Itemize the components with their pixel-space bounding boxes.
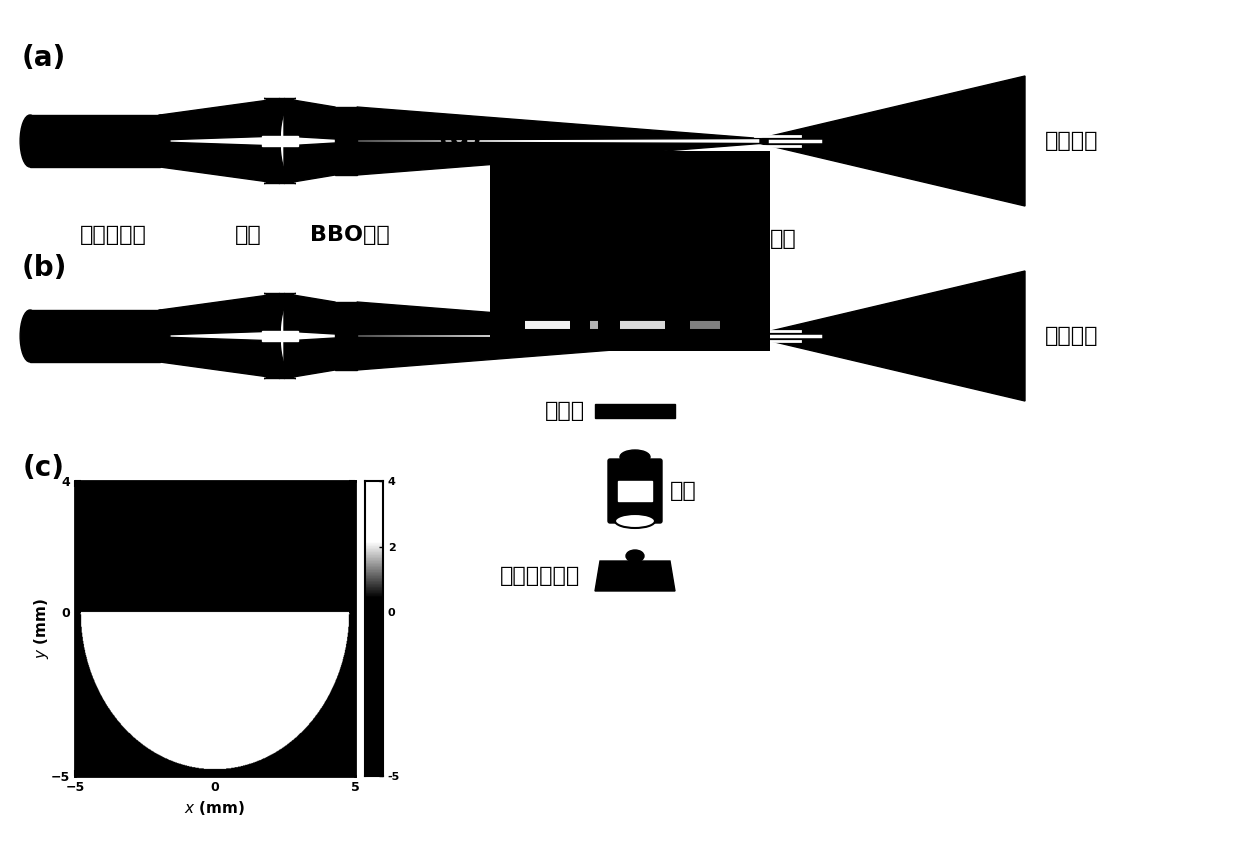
Bar [618,481,652,501]
FancyBboxPatch shape [608,459,662,523]
Text: BBO晶体: BBO晶体 [310,225,389,245]
Text: 半圆相位板: 半圆相位板 [81,225,146,245]
Polygon shape [357,337,760,370]
Polygon shape [284,338,335,378]
Y-axis label: $y$ (mm): $y$ (mm) [32,598,51,659]
Ellipse shape [20,310,40,362]
Ellipse shape [150,115,170,167]
Bar [335,107,357,175]
Polygon shape [264,294,296,378]
Bar [335,302,357,370]
Bar [595,404,675,418]
Ellipse shape [20,115,40,167]
Polygon shape [284,294,335,334]
Text: 太赫兹波: 太赫兹波 [1045,326,1099,346]
Polygon shape [760,76,1025,206]
X-axis label: $x$ (mm): $x$ (mm) [185,800,246,817]
Ellipse shape [626,550,644,562]
Ellipse shape [615,514,655,528]
Text: (b): (b) [22,254,67,282]
Ellipse shape [150,310,170,362]
Text: 滤波器: 滤波器 [544,401,585,421]
Polygon shape [357,107,760,140]
Polygon shape [264,98,296,183]
Polygon shape [160,294,280,335]
Text: 物镜: 物镜 [670,481,697,501]
Text: 电荷耦合元件: 电荷耦合元件 [500,566,580,586]
Polygon shape [595,561,675,591]
Text: 细丝: 细丝 [770,229,797,248]
Bar [262,331,298,341]
Text: (d): (d) [438,124,484,152]
Text: (a): (a) [22,44,66,72]
Text: 太赫兹波: 太赫兹波 [1045,131,1099,151]
Polygon shape [160,142,280,183]
Polygon shape [760,271,1025,401]
Text: 透镜: 透镜 [236,225,262,245]
Polygon shape [160,337,280,378]
Bar [262,136,298,146]
Bar [30,310,160,362]
Polygon shape [357,302,760,335]
Polygon shape [160,98,280,140]
Bar [30,115,160,167]
Polygon shape [357,142,760,175]
Polygon shape [284,143,335,183]
Polygon shape [284,98,335,139]
Text: (c): (c) [24,454,64,482]
Ellipse shape [620,450,650,464]
